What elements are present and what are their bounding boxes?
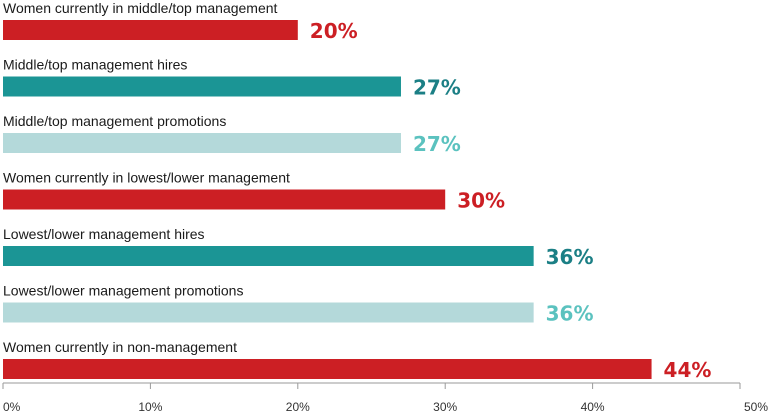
category-label: Women currently in non-management xyxy=(3,339,237,355)
bar xyxy=(3,76,401,97)
value-label: 27% xyxy=(413,132,461,156)
bar xyxy=(3,246,534,266)
x-tick-label: 30% xyxy=(433,400,457,414)
x-axis: 0% 10% 20% 30% 40% 50% xyxy=(2,382,768,414)
category-label: Women currently in middle/top management xyxy=(3,0,278,16)
category-label: Lowest/lower management promotions xyxy=(3,283,243,299)
bar xyxy=(3,133,401,153)
bars-layer: Women currently in middle/top management… xyxy=(3,0,711,382)
x-tick-label: 40% xyxy=(581,400,605,414)
bar xyxy=(3,302,534,323)
value-label: 20% xyxy=(310,19,358,43)
value-label: 36% xyxy=(546,245,594,269)
value-label: 30% xyxy=(457,189,505,213)
value-label: 27% xyxy=(413,76,461,100)
bar xyxy=(3,20,298,40)
value-label: 36% xyxy=(546,302,594,326)
x-tick-label: 10% xyxy=(138,400,162,414)
category-label: Middle/top management hires xyxy=(3,57,187,73)
x-tick-label: 20% xyxy=(286,400,310,414)
bar xyxy=(3,359,652,379)
category-label: Women currently in lowest/lower manageme… xyxy=(3,170,290,186)
x-tick-label: 0% xyxy=(3,400,21,414)
value-label: 44% xyxy=(664,358,712,382)
x-tick-label: 50% xyxy=(744,400,768,414)
category-label: Lowest/lower management hires xyxy=(3,226,205,242)
category-label: Middle/top management promotions xyxy=(3,113,226,129)
bar xyxy=(3,189,446,210)
